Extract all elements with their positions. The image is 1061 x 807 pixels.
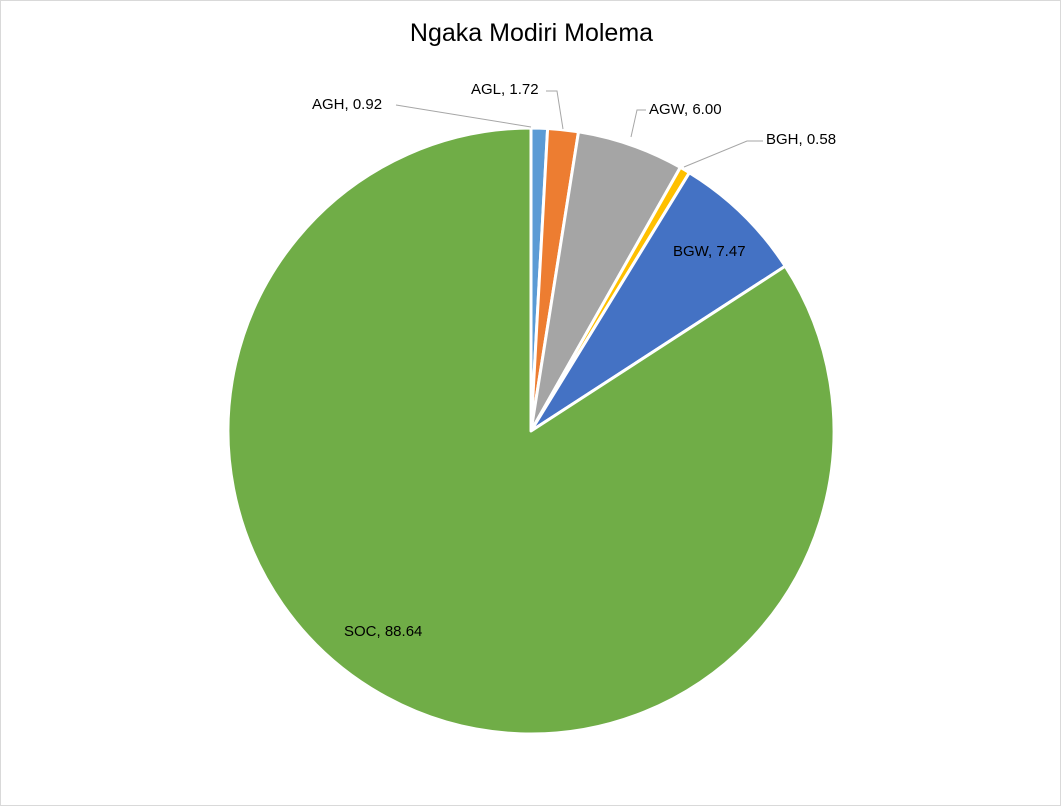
data-label-agl: AGL, 1.72 [471,81,539,98]
data-label-bgh: BGH, 0.58 [766,131,836,148]
data-label-agh: AGH, 0.92 [312,96,382,113]
leader-line-agl [546,90,564,130]
leader-line-agh [395,104,532,128]
leader-line-agw [630,109,646,138]
data-label-soc: SOC, 88.64 [344,623,422,640]
data-label-agw: AGW, 6.00 [649,101,722,118]
data-label-bgw: BGW, 7.47 [673,243,746,260]
leader-line-bgh [683,140,763,168]
chart-title: Ngaka Modiri Molema [409,19,654,47]
pie-slice-soc [226,126,836,736]
pie-slice-bgw [529,171,787,433]
